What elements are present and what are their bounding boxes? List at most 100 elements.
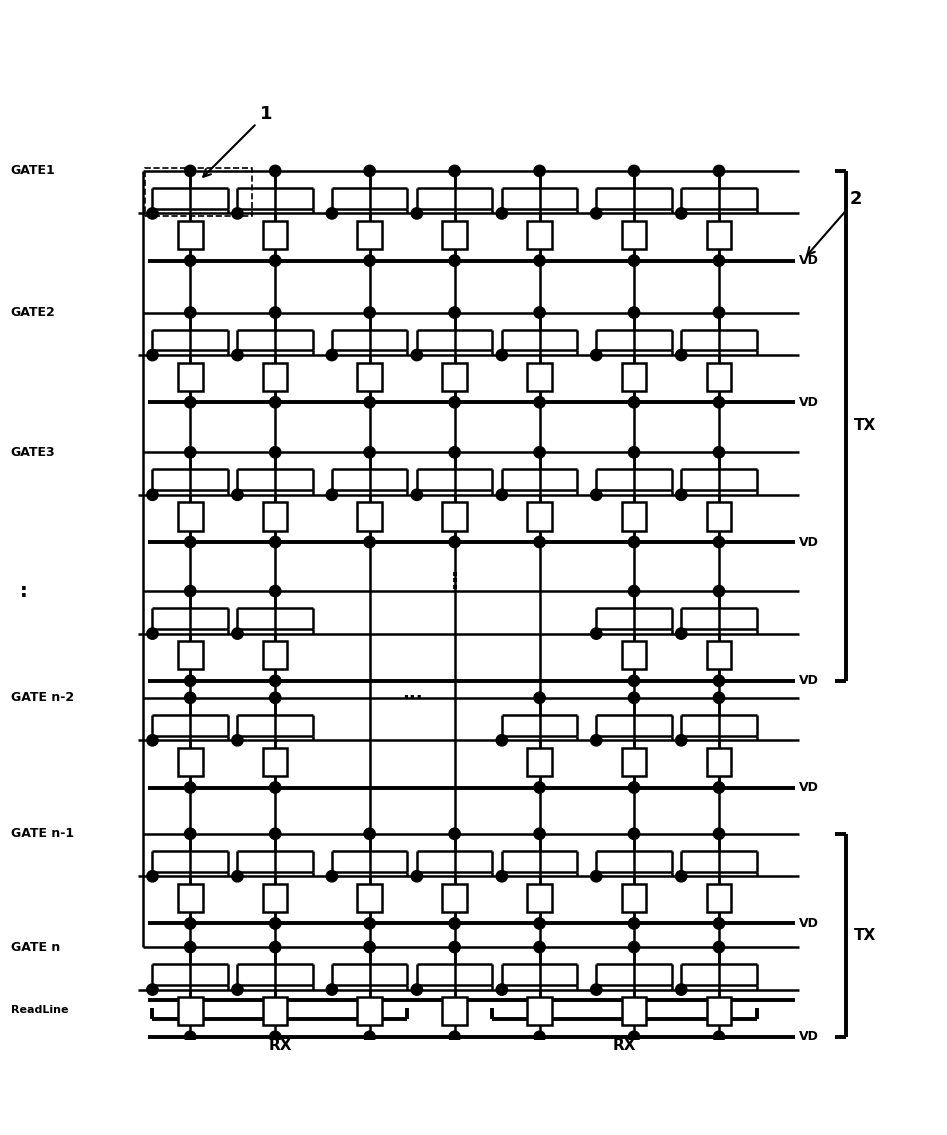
Circle shape — [534, 396, 545, 407]
Circle shape — [270, 675, 281, 687]
Circle shape — [496, 871, 508, 882]
Bar — [622, 884, 646, 913]
Circle shape — [449, 537, 460, 548]
Circle shape — [713, 396, 724, 407]
Circle shape — [364, 306, 375, 318]
Bar — [263, 884, 288, 913]
Text: GATE3: GATE3 — [10, 446, 56, 459]
Circle shape — [270, 918, 281, 930]
Text: 1: 1 — [204, 106, 272, 177]
Bar — [622, 641, 646, 670]
Circle shape — [270, 306, 281, 318]
Circle shape — [147, 628, 158, 639]
Text: VD: VD — [799, 674, 819, 688]
Bar — [706, 362, 731, 390]
Text: :: : — [20, 581, 28, 600]
Circle shape — [270, 166, 281, 177]
Circle shape — [449, 918, 460, 930]
Circle shape — [449, 306, 460, 318]
Circle shape — [675, 734, 687, 746]
Text: GATE n-1: GATE n-1 — [10, 827, 74, 840]
Circle shape — [185, 306, 196, 318]
Circle shape — [629, 166, 639, 177]
Bar — [145, 168, 252, 217]
Circle shape — [147, 489, 158, 501]
Bar — [178, 748, 203, 776]
Bar — [622, 221, 646, 250]
Text: TX: TX — [854, 927, 876, 943]
Bar — [622, 998, 646, 1025]
Bar — [622, 748, 646, 776]
Circle shape — [232, 871, 243, 882]
Circle shape — [364, 1031, 375, 1042]
Text: 2: 2 — [808, 191, 862, 255]
Circle shape — [270, 829, 281, 840]
Bar — [178, 503, 203, 531]
Circle shape — [675, 628, 687, 639]
Circle shape — [232, 208, 243, 219]
Circle shape — [534, 306, 545, 318]
Circle shape — [364, 941, 375, 952]
Circle shape — [496, 350, 508, 361]
Circle shape — [364, 166, 375, 177]
Bar — [178, 884, 203, 913]
Bar — [357, 221, 382, 250]
Circle shape — [185, 537, 196, 548]
Bar — [527, 221, 552, 250]
Bar — [706, 221, 731, 250]
Bar — [178, 221, 203, 250]
Text: VD: VD — [799, 396, 819, 409]
Circle shape — [496, 734, 508, 746]
Circle shape — [232, 628, 243, 639]
Circle shape — [591, 984, 602, 995]
Circle shape — [591, 734, 602, 746]
Bar — [706, 884, 731, 913]
Circle shape — [270, 586, 281, 597]
Text: VD: VD — [799, 1031, 819, 1043]
Circle shape — [629, 692, 639, 704]
Bar — [263, 503, 288, 531]
Circle shape — [147, 350, 158, 361]
Circle shape — [364, 447, 375, 457]
Circle shape — [411, 984, 422, 995]
Circle shape — [449, 255, 460, 267]
Bar — [357, 884, 382, 913]
Text: VD: VD — [799, 536, 819, 548]
Circle shape — [496, 208, 508, 219]
Circle shape — [185, 1031, 196, 1042]
Text: RX: RX — [268, 1037, 292, 1053]
Circle shape — [534, 537, 545, 548]
Circle shape — [449, 941, 460, 952]
Circle shape — [185, 586, 196, 597]
Circle shape — [496, 984, 508, 995]
Bar — [263, 998, 288, 1025]
Circle shape — [713, 692, 724, 704]
Bar — [442, 998, 467, 1025]
Circle shape — [364, 829, 375, 840]
Circle shape — [147, 208, 158, 219]
Circle shape — [675, 350, 687, 361]
Bar — [706, 641, 731, 670]
Circle shape — [534, 1031, 545, 1042]
Circle shape — [185, 166, 196, 177]
Circle shape — [147, 871, 158, 882]
Circle shape — [185, 829, 196, 840]
Circle shape — [713, 166, 724, 177]
Text: RX: RX — [613, 1037, 636, 1053]
Circle shape — [185, 692, 196, 704]
Circle shape — [185, 675, 196, 687]
Text: GATE n: GATE n — [10, 941, 60, 953]
Circle shape — [185, 782, 196, 793]
Circle shape — [713, 1031, 724, 1042]
Bar — [263, 362, 288, 390]
Circle shape — [364, 396, 375, 407]
Circle shape — [629, 675, 639, 687]
Circle shape — [326, 350, 337, 361]
Circle shape — [675, 489, 687, 501]
Circle shape — [713, 537, 724, 548]
Bar — [442, 503, 467, 531]
Bar — [178, 641, 203, 670]
Circle shape — [629, 586, 639, 597]
Bar — [357, 503, 382, 531]
Circle shape — [147, 734, 158, 746]
